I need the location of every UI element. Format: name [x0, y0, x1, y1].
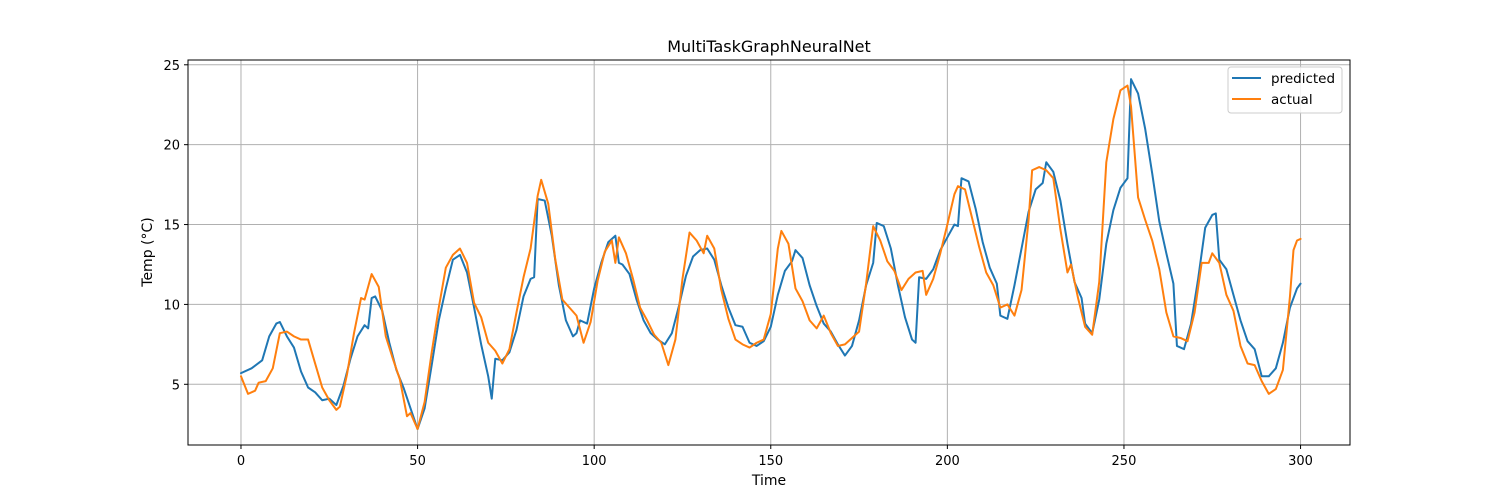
y-tick-label: 25	[163, 59, 180, 74]
x-tick-label: 100	[582, 454, 607, 469]
y-tick-label: 5	[172, 378, 180, 393]
x-tick-label: 250	[1112, 454, 1137, 469]
x-tick-label: 200	[935, 454, 960, 469]
plot-frame	[187, 59, 1351, 446]
axis-ticks: 0 50 100 150 200 250 300 5 10 15 20 25	[163, 59, 1313, 469]
x-tick-label: 150	[758, 454, 783, 469]
x-axis-label: Time	[751, 473, 786, 489]
x-tick-label: 300	[1288, 454, 1313, 469]
legend: predicted actual	[1227, 66, 1343, 114]
x-tick-label: 0	[237, 454, 245, 469]
y-tick-label: 15	[163, 219, 180, 234]
y-axis-label: Temp (°C)	[140, 217, 156, 287]
chart-title: MultiTaskGraphNeuralNet	[667, 37, 871, 56]
series-lines	[239, 78, 1302, 431]
series-line-predicted	[239, 78, 1302, 431]
y-tick-label: 10	[163, 298, 180, 313]
y-tick-label: 20	[163, 139, 180, 154]
series-line-actual	[239, 84, 1302, 431]
legend-label-predicted: predicted	[1271, 71, 1335, 87]
x-tick-label: 50	[409, 454, 426, 469]
legend-label-actual: actual	[1271, 92, 1313, 108]
